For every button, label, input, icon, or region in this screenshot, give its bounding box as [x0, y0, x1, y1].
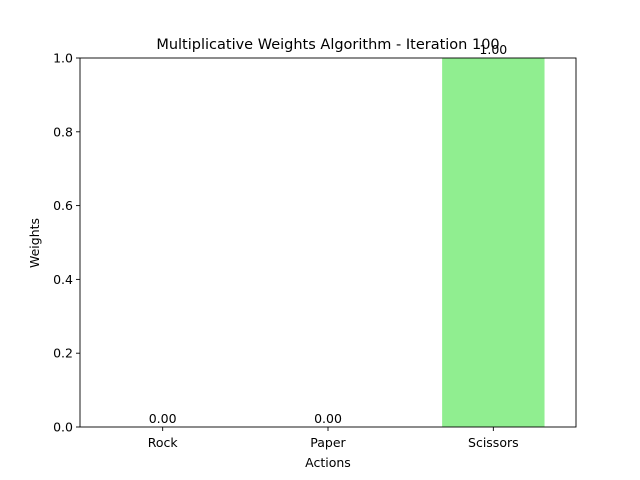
y-tick-label: 0.2	[53, 346, 73, 361]
y-tick-label: 0.4	[53, 272, 73, 287]
chart-title: Multiplicative Weights Algorithm - Itera…	[156, 37, 499, 53]
x-axis-label: Actions	[305, 455, 351, 470]
plot-layer: 0.0 0.2 0.4 0.6 0.8 1.0 Rock Paper Scissors 0.00 0…	[53, 42, 577, 450]
x-tick-label: Paper	[310, 435, 346, 450]
data-label: 0.00	[149, 411, 177, 426]
y-axis-label: Weights	[27, 218, 42, 268]
data-label: 0.00	[314, 411, 342, 426]
y-tick-label: 0.6	[53, 198, 73, 213]
bar-scissors	[442, 58, 545, 427]
y-tick-label: 1.0	[53, 51, 73, 66]
y-tick-label: 0.0	[53, 420, 73, 435]
data-label: 1.00	[479, 42, 507, 57]
x-tick-label: Scissors	[468, 435, 519, 450]
y-tick-label: 0.8	[53, 124, 73, 139]
x-tick-label: Rock	[148, 435, 179, 450]
